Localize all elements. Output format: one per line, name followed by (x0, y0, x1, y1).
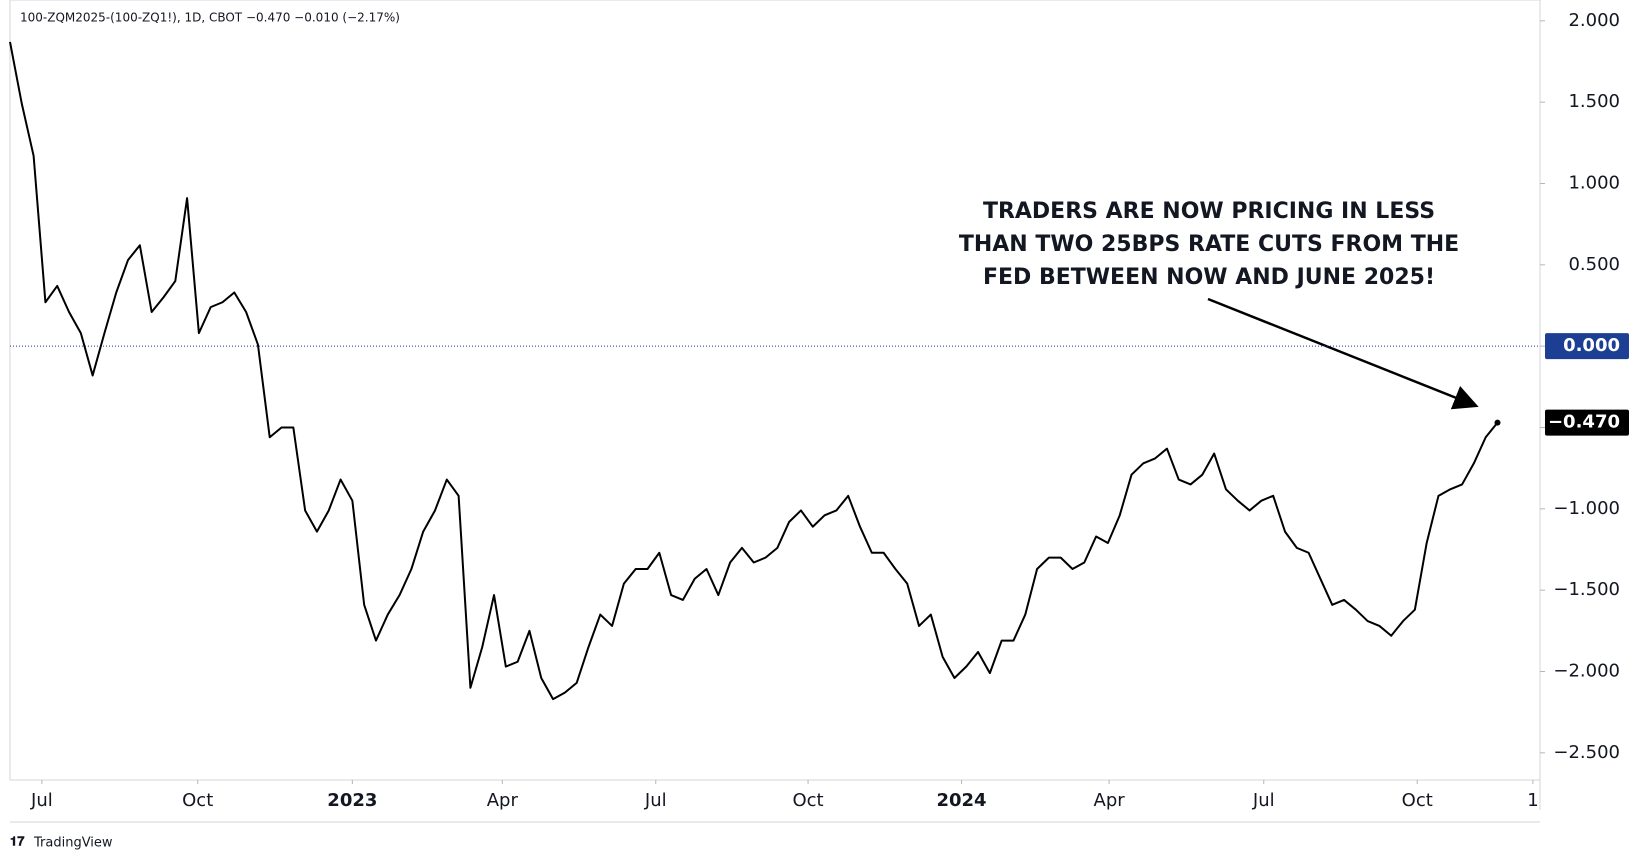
annotation-line: THAN TWO 25BPS RATE CUTS FROM THE (959, 232, 1459, 257)
x-tick-label: Apr (487, 790, 519, 811)
last-value-label: −0.470 (1548, 412, 1620, 433)
annotation-line: TRADERS ARE NOW PRICING IN LESS (983, 199, 1435, 224)
y-tick-label: 1.500 (1568, 91, 1620, 112)
x-tick-label: Apr (1094, 790, 1126, 811)
price-line (9, 41, 1499, 701)
x-tick-label: 2024 (936, 790, 986, 811)
x-tick-label: Oct (792, 790, 823, 811)
x-tick-label: Oct (1402, 790, 1433, 811)
y-tick-label: −1.000 (1553, 498, 1620, 519)
x-tick-label: Jul (644, 790, 667, 811)
y-tick-label: 0.500 (1568, 254, 1620, 275)
x-tick-label: 2023 (327, 790, 377, 811)
annotation-line: FED BETWEEN NOW AND JUNE 2025! (983, 265, 1435, 290)
plot-frame (9, 0, 1541, 781)
annotation-arrow (1207, 297, 1479, 410)
x-tick-label: Oct (182, 790, 213, 811)
y-tick-label: −1.500 (1553, 579, 1620, 600)
x-tick-label: 1 (1527, 790, 1538, 811)
last-value-box (1545, 409, 1629, 436)
header: 100-ZQM2025-(100-ZQ1!), 1D, CBOT −0.470 … (20, 11, 400, 25)
y-tick-label: 2.000 (1568, 10, 1620, 31)
reference-label: 0.000 (1563, 335, 1620, 356)
footer: TradingView (33, 836, 113, 851)
x-tick-label: Jul (1252, 790, 1275, 811)
last-point (1494, 419, 1501, 426)
logo: 𝟏𝟕 (10, 835, 25, 850)
reference-box (1545, 333, 1629, 360)
y-tick-label: −2.500 (1553, 742, 1620, 763)
x-tick-label: Jul (30, 790, 53, 811)
y-tick-label: −2.000 (1553, 660, 1620, 681)
annotation: TRADERS ARE NOW PRICING IN LESS THAN TWO… (959, 199, 1459, 290)
y-tick-label: 1.000 (1568, 172, 1620, 193)
